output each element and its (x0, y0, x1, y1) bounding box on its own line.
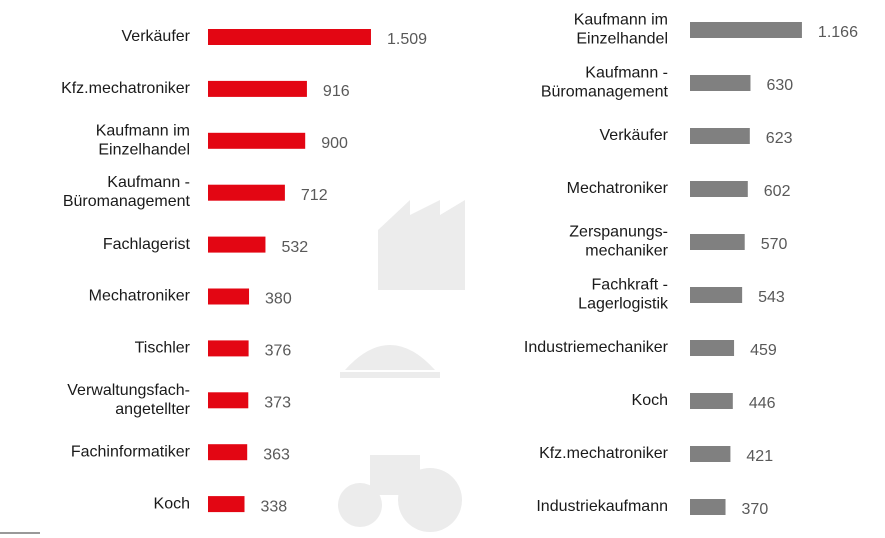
value-label: 373 (264, 395, 291, 412)
value-label: 1.166 (818, 24, 858, 41)
value-label: 370 (742, 501, 769, 518)
category-label: Verkäufer (600, 127, 669, 144)
category-label: Verwaltungsfach-angetellter (67, 382, 190, 418)
value-label: 532 (281, 239, 308, 256)
bar (208, 496, 245, 513)
bar (690, 340, 735, 356)
bar (208, 184, 285, 201)
value-label: 570 (761, 236, 788, 253)
bar (690, 287, 743, 303)
value-label: 1.509 (387, 31, 427, 48)
background-icons (338, 200, 465, 532)
value-label: 459 (750, 342, 777, 359)
value-label: 900 (321, 135, 348, 152)
value-label: 916 (323, 83, 350, 100)
category-label: Kfz.mechatroniker (61, 80, 191, 97)
bar (208, 132, 306, 149)
value-label: 630 (766, 77, 793, 94)
category-label: Mechatroniker (89, 288, 191, 305)
value-label: 446 (749, 395, 776, 412)
category-label: Koch (154, 495, 190, 512)
value-label: 421 (746, 448, 773, 465)
bar (208, 288, 250, 305)
value-label: 380 (265, 291, 292, 308)
category-label: Kaufmann -Büromanagement (541, 65, 669, 101)
bar (208, 340, 249, 357)
bar (690, 393, 733, 409)
category-label: Verkäufer (122, 28, 191, 45)
category-label: Industriemechaniker (524, 339, 669, 356)
bar (208, 29, 371, 45)
value-label: 623 (766, 130, 793, 147)
value-label: 338 (261, 498, 288, 515)
bar (690, 181, 748, 197)
bar (690, 22, 802, 38)
category-label: Kaufmann im Einzelhandel (574, 12, 668, 48)
category-label: Tischler (135, 340, 191, 357)
bar (208, 80, 307, 97)
category-label: Fachkraft -Lagerlogistik (578, 277, 669, 313)
category-label: Kaufmann im Einzelhandel (96, 123, 190, 159)
value-label: 376 (265, 343, 292, 360)
bar (208, 444, 248, 461)
bar (690, 446, 731, 462)
category-label: Zerspanungs-mechaniker (569, 224, 668, 260)
category-label: Kaufmann -Büromanagement (63, 174, 191, 210)
category-label: Mechatroniker (567, 180, 669, 197)
category-label: Kfz.mechatroniker (539, 445, 669, 462)
value-label: 602 (764, 183, 791, 200)
value-label: 543 (758, 289, 785, 306)
category-label: Fachinformatiker (71, 443, 191, 460)
value-label: 363 (263, 446, 290, 463)
value-label: 712 (301, 187, 328, 204)
bar (690, 499, 726, 515)
bar (208, 236, 266, 253)
category-label: Industriekaufmann (536, 498, 668, 515)
bar (690, 234, 745, 250)
bar (690, 128, 750, 144)
category-label: Koch (632, 392, 668, 409)
bar (690, 75, 751, 91)
bar (208, 392, 249, 409)
category-label: Fachlagerist (103, 236, 191, 253)
